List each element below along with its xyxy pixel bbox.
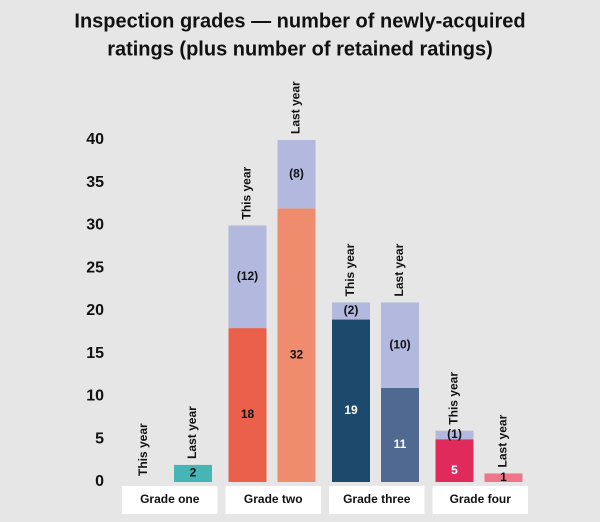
bar-new	[435, 439, 474, 482]
bar-new	[381, 387, 419, 482]
data-label: 11	[394, 437, 407, 451]
data-label: 32	[290, 347, 304, 361]
bar-new	[174, 464, 212, 482]
bar-new	[277, 208, 316, 482]
bar-label: Last year	[289, 81, 303, 134]
y-tick-label: 10	[86, 388, 104, 405]
y-tick-label: 35	[86, 174, 104, 191]
chart-title: ratings (plus number of retained ratings…	[107, 38, 493, 60]
y-tick-label: 5	[95, 430, 104, 447]
x-tick-label: Grade three	[343, 492, 411, 506]
data-label: (8)	[289, 166, 304, 180]
bar-retained	[381, 302, 419, 388]
data-label: 2	[190, 466, 197, 480]
bar-retained	[332, 302, 370, 320]
x-tick-label: Grade four	[450, 492, 512, 506]
bar-retained	[228, 225, 267, 329]
data-label: 18	[241, 407, 255, 421]
y-tick-label: 15	[86, 345, 104, 362]
category-box	[432, 486, 528, 514]
y-tick-label: 30	[86, 217, 104, 234]
chart-title: Inspection grades — number of newly-acqu…	[74, 10, 525, 32]
y-tick-label: 20	[86, 302, 104, 319]
bar-label: Last year	[392, 243, 406, 296]
bar-label: Last year	[496, 414, 510, 467]
data-label: (1)	[447, 427, 462, 441]
category-box	[329, 486, 425, 514]
data-label: 1	[500, 470, 507, 484]
data-label: 5	[451, 463, 458, 477]
bar-label: This year	[447, 372, 461, 425]
data-label: 19	[344, 403, 358, 417]
bar-label: Last year	[185, 406, 199, 459]
y-tick-label: 25	[86, 259, 104, 276]
bar-label: This year	[136, 423, 150, 476]
bar-label: This year	[240, 166, 254, 219]
category-box	[225, 486, 321, 514]
x-tick-label: Grade one	[140, 492, 200, 506]
bar-new	[228, 328, 267, 482]
bar-retained	[277, 140, 316, 209]
category-box	[122, 486, 218, 514]
bar-label: This year	[343, 243, 357, 296]
bar-new	[332, 319, 370, 482]
data-label: (2)	[344, 303, 359, 317]
x-tick-label: Grade two	[244, 492, 303, 506]
bar-retained	[435, 430, 474, 440]
y-tick-label: 0	[95, 473, 104, 490]
y-tick-label: 40	[86, 131, 104, 148]
data-label: (12)	[237, 269, 258, 283]
bar-new	[484, 473, 523, 482]
data-label: (10)	[389, 337, 410, 351]
